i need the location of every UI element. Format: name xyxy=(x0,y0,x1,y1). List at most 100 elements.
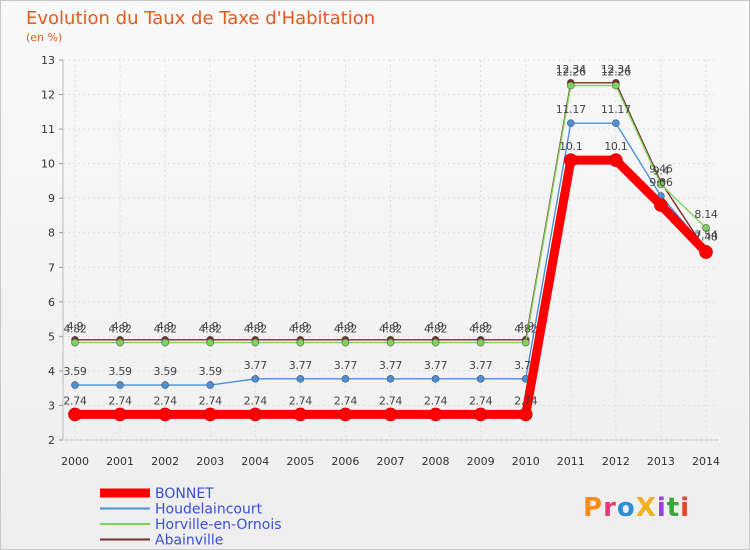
y-tick-label: 6 xyxy=(48,296,55,309)
data-label: 4.82 xyxy=(379,323,402,336)
y-tick-label: 7 xyxy=(48,261,55,274)
logo-letter: o xyxy=(617,493,636,523)
data-label: 4.82 xyxy=(469,323,492,336)
series-line xyxy=(74,84,707,344)
y-tick-label: 5 xyxy=(48,330,55,343)
data-point xyxy=(293,407,308,422)
x-tick-label: 2013 xyxy=(647,455,675,468)
data-label: 4.9 xyxy=(427,320,444,333)
x-tick-label: 2011 xyxy=(557,455,585,468)
x-tick-label: 2002 xyxy=(151,455,179,468)
data-label: 7.54 xyxy=(694,229,718,242)
y-tick-label: 8 xyxy=(48,227,55,240)
x-tick-label: 2000 xyxy=(61,455,89,468)
data-label: 3.59 xyxy=(63,365,87,378)
x-tick-label: 2010 xyxy=(512,455,540,468)
chart-subtitle: (en %) xyxy=(26,31,62,44)
data-label: 3.77 xyxy=(289,359,313,372)
logo-letter: i xyxy=(657,493,667,523)
data-label: 4.9 xyxy=(517,320,534,333)
data-label: 4.9 xyxy=(382,320,399,333)
data-label: 3.77 xyxy=(244,359,268,372)
data-point xyxy=(203,407,218,422)
data-label: 4.82 xyxy=(514,323,537,336)
logo-letter: i xyxy=(680,493,690,523)
data-label: 4.82 xyxy=(334,323,357,336)
data-point xyxy=(609,153,623,167)
data-point xyxy=(476,375,485,383)
data-label: 4.9 xyxy=(472,320,489,333)
data-label: 4.9 xyxy=(112,320,129,333)
x-tick-label: 2003 xyxy=(196,455,224,468)
y-tick-label: 4 xyxy=(48,365,55,378)
data-point xyxy=(612,119,620,128)
legend-label: BONNET xyxy=(155,486,214,502)
data-label: 2.74 xyxy=(379,394,403,407)
data-point xyxy=(657,180,665,189)
data-label: 3.77 xyxy=(424,359,448,372)
proxiti-logo: ProXiti xyxy=(583,493,690,523)
x-tick-label: 2007 xyxy=(377,455,405,468)
data-point xyxy=(702,224,710,232)
data-point xyxy=(158,407,172,422)
data-point xyxy=(563,153,578,167)
data-point xyxy=(71,381,79,389)
x-tick-label: 2006 xyxy=(331,455,359,468)
data-point xyxy=(338,407,353,422)
y-tick-label: 11 xyxy=(41,123,55,136)
data-label: 4.82 xyxy=(424,323,447,336)
data-point xyxy=(612,81,620,90)
data-point xyxy=(161,381,169,389)
x-tick-label: 2004 xyxy=(241,455,269,468)
legend: BONNETHoudelaincourtHorville-en-OrnoisAb… xyxy=(100,486,282,549)
data-point xyxy=(296,375,305,383)
data-label: 3.77 xyxy=(469,359,493,372)
data-label: 2.74 xyxy=(199,394,223,407)
data-point xyxy=(518,407,533,422)
data-label: 3.59 xyxy=(153,365,177,378)
data-point xyxy=(341,375,350,383)
data-point xyxy=(566,81,575,90)
data-label: 2.74 xyxy=(63,394,87,407)
data-point xyxy=(476,338,485,347)
y-tick-label: 3 xyxy=(48,399,55,412)
data-label: 2.74 xyxy=(424,394,448,407)
data-point xyxy=(566,119,575,128)
data-point xyxy=(206,338,215,347)
data-label: 3.59 xyxy=(199,365,223,378)
data-label: 4.9 xyxy=(202,320,219,333)
data-label: 9.4 xyxy=(653,164,670,177)
x-tick-label: 2001 xyxy=(106,455,134,468)
data-label: 10.1 xyxy=(559,140,582,153)
data-label: 4.9 xyxy=(157,320,174,333)
y-tick-label: 10 xyxy=(41,158,55,171)
data-label: 4.82 xyxy=(63,323,86,336)
data-label: 4.9 xyxy=(292,320,309,333)
data-point xyxy=(699,245,713,259)
data-label: 10.1 xyxy=(604,140,627,153)
data-point xyxy=(386,338,395,347)
data-point xyxy=(116,338,124,347)
x-tick-label: 2014 xyxy=(692,455,720,468)
data-point xyxy=(71,338,79,347)
data-point xyxy=(113,407,127,422)
y-tick-label: 12 xyxy=(41,89,55,102)
data-label: 4.9 xyxy=(337,320,354,333)
data-point xyxy=(296,338,305,347)
data-label: 4.82 xyxy=(199,323,222,336)
data-label: 4.82 xyxy=(289,323,312,336)
logo-letter: t xyxy=(667,493,680,523)
data-point xyxy=(473,407,488,422)
data-label: 12.34 xyxy=(601,63,631,76)
series-layer: 4.9 4.9 4.9 4.9 4.9 4.9 4.9 4.9 4.9 4.9 4.912.34 12… xyxy=(63,63,718,422)
x-tick-label: 2005 xyxy=(286,455,314,468)
data-label: 2.74 xyxy=(289,394,313,407)
data-point xyxy=(251,375,260,383)
data-label: 9.06 xyxy=(649,176,673,189)
data-point xyxy=(251,338,260,347)
data-label: 12.34 xyxy=(556,63,586,76)
data-label: 12.26 xyxy=(556,66,586,79)
legend-label: Houdelaincourt xyxy=(155,502,263,518)
data-label: 4.9 xyxy=(247,320,264,333)
